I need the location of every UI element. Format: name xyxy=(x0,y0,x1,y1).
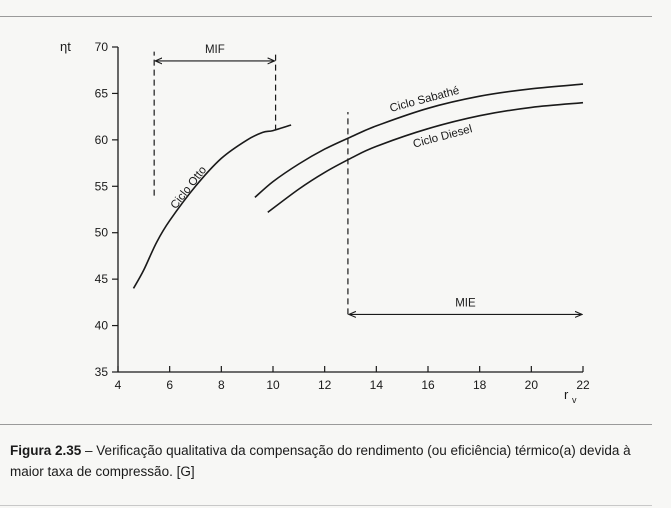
series-label-ciclo-sabathe: Ciclo Sabathé xyxy=(389,85,461,115)
caption-rule xyxy=(0,424,652,425)
efficiency-chart: 35 40 45 50 55 60 65 70 4 6 8 10 12 14 16 18 20 22 ηt r v MI… xyxy=(60,39,590,405)
top-rule xyxy=(0,16,652,17)
x-axis-label-sub: v xyxy=(572,395,577,405)
x-tick-label-12: 12 xyxy=(318,378,332,392)
x-tick-label-20: 20 xyxy=(525,378,539,392)
x-tick-label-6: 6 xyxy=(166,378,173,392)
y-tick-label-45: 45 xyxy=(95,272,109,286)
series-label-ciclo-otto: Ciclo Otto xyxy=(169,164,210,211)
y-tick-label-55: 55 xyxy=(95,179,109,193)
bottom-rule xyxy=(0,505,652,506)
caption-text: Verificação qualitativa da compensação d… xyxy=(10,443,631,479)
series-line-ciclo-diesel xyxy=(267,101,584,213)
axes: 35 40 45 50 55 60 65 70 4 6 8 10 12 14 16 18 20 22 ηt r v xyxy=(60,39,590,405)
x-tick-label-8: 8 xyxy=(218,378,225,392)
x-tick-label-18: 18 xyxy=(473,378,487,392)
figure-caption: Figura 2.35 – Verificação qualitativa da… xyxy=(10,440,650,482)
y-tick-label-70: 70 xyxy=(95,40,109,54)
caption-number: Figura 2.35 xyxy=(10,443,82,458)
y-tick-label-60: 60 xyxy=(95,133,109,147)
y-tick-label-50: 50 xyxy=(95,226,109,240)
mie-label: MIE xyxy=(455,297,476,309)
x-tick-label-4: 4 xyxy=(115,378,122,392)
y-tick-label-65: 65 xyxy=(95,86,109,100)
x-axis-label: r xyxy=(564,387,569,402)
annotations: MIF MIE xyxy=(153,44,582,315)
mif-label: MIF xyxy=(205,44,225,56)
series-line-ciclo-otto xyxy=(132,124,292,289)
x-tick-label-14: 14 xyxy=(370,378,384,392)
caption-dash: – xyxy=(81,443,97,458)
x-tick-label-16: 16 xyxy=(421,378,435,392)
y-axis-label: ηt xyxy=(60,39,71,54)
y-tick-label-40: 40 xyxy=(95,319,109,333)
y-tick-label-35: 35 xyxy=(95,365,109,379)
series-label-ciclo-diesel: Ciclo Diesel xyxy=(412,123,474,150)
x-tick-label-22: 22 xyxy=(576,378,590,392)
series-line-ciclo-sabathe xyxy=(254,83,584,199)
series-group: Ciclo Otto Ciclo Sabathé Ciclo Diesel xyxy=(132,83,584,289)
x-tick-label-10: 10 xyxy=(266,378,280,392)
